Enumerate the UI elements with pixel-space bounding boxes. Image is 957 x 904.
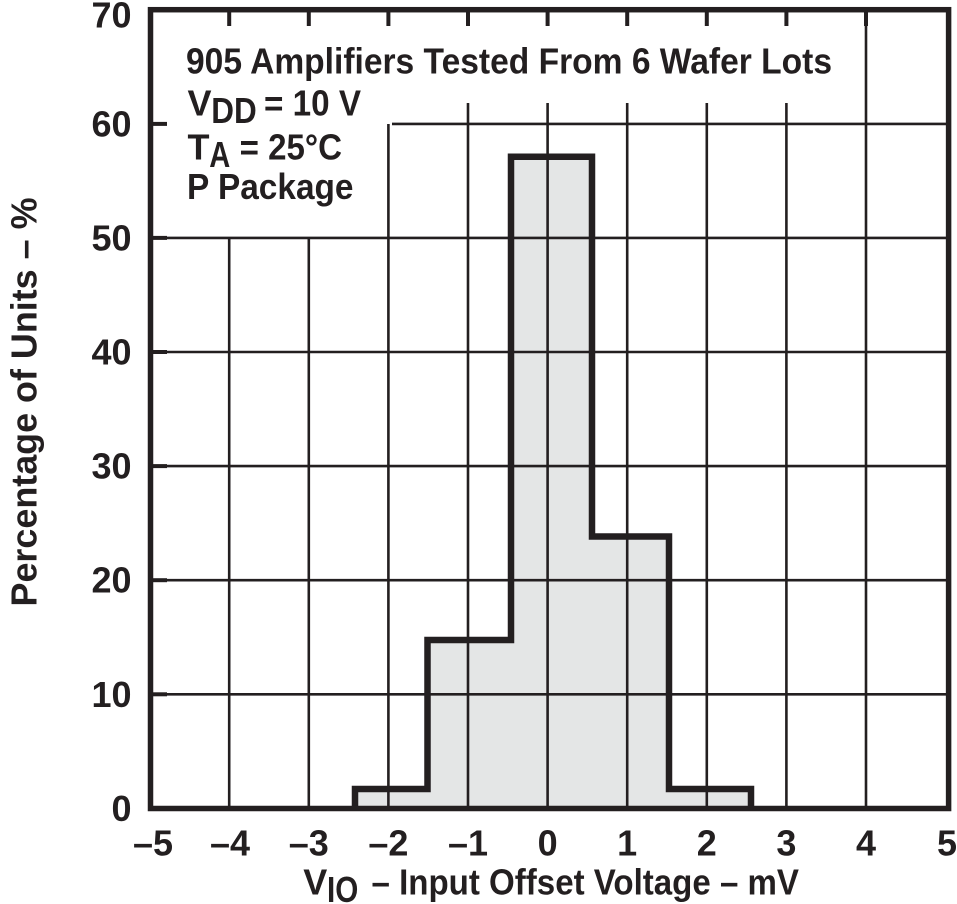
svg-text:30: 30 — [91, 446, 131, 487]
svg-text:–5: –5 — [133, 822, 173, 863]
svg-text:= 25°C: = 25°C — [240, 127, 342, 168]
svg-text:= 10 V: = 10 V — [264, 82, 361, 123]
svg-text:20: 20 — [91, 560, 131, 601]
svg-text:3: 3 — [776, 822, 796, 863]
svg-text:70: 70 — [91, 0, 131, 36]
svg-text:50: 50 — [91, 217, 131, 258]
svg-text:–4: –4 — [210, 822, 250, 863]
svg-text:10: 10 — [91, 674, 131, 715]
svg-text:–1: –1 — [448, 822, 488, 863]
svg-text:Percentage of Units – %: Percentage of Units – % — [4, 198, 45, 607]
svg-text:40: 40 — [91, 332, 131, 373]
svg-text:60: 60 — [91, 103, 131, 144]
svg-text:905 Amplifiers Tested From 6 W: 905 Amplifiers Tested From 6 Wafer Lots — [186, 41, 832, 82]
svg-text:V: V — [188, 82, 212, 123]
svg-text:–3: –3 — [289, 822, 329, 863]
svg-text:T: T — [188, 127, 210, 168]
svg-text:–2: –2 — [368, 822, 408, 863]
svg-text:5: 5 — [937, 822, 957, 863]
svg-text:V: V — [303, 862, 327, 903]
svg-text:DD: DD — [211, 90, 256, 131]
svg-text:A: A — [209, 134, 230, 175]
svg-text:IO: IO — [327, 869, 358, 904]
svg-text:0: 0 — [111, 788, 131, 829]
svg-text:4: 4 — [856, 822, 876, 863]
svg-text:1: 1 — [617, 822, 637, 863]
svg-text:2: 2 — [697, 822, 717, 863]
svg-text:0: 0 — [538, 822, 558, 863]
svg-text:– Input Offset Voltage – mV: – Input Offset Voltage – mV — [372, 862, 800, 903]
svg-text:P Package: P Package — [187, 166, 354, 207]
